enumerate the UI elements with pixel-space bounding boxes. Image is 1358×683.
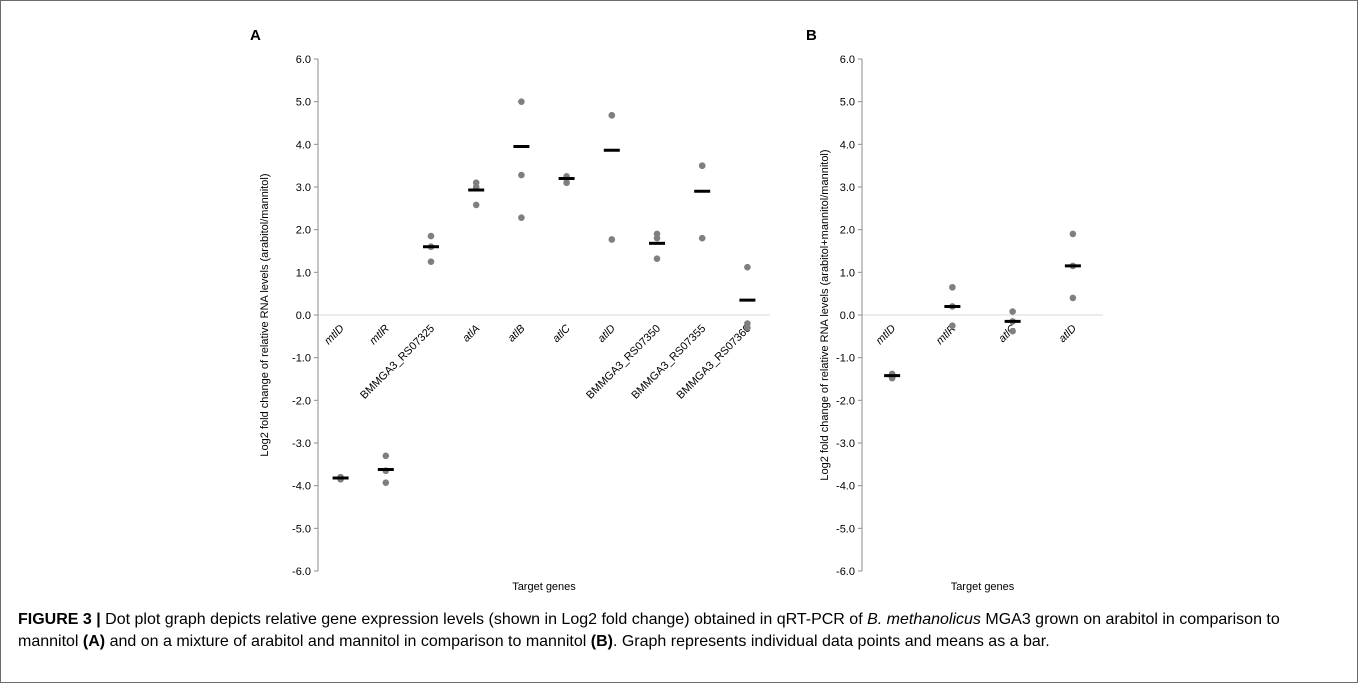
panel-a-ytick-label-0: 6.0 <box>296 54 311 66</box>
panel-b-data-point-3-0 <box>1069 230 1077 238</box>
panel-b-category-label-3: atlD <box>1057 323 1079 345</box>
panel-a-data-point-7-1 <box>653 234 661 242</box>
panel-a-ytick-label-7: -1.0 <box>292 353 311 365</box>
panel-a-ytick-label-5: 1.0 <box>296 267 311 279</box>
panel-a-ytick-label-11: -5.0 <box>292 523 311 535</box>
panel-a-category-label-3: atlA <box>460 323 482 345</box>
caption-text-2: MGA3 grown on arabitol in comparison to … <box>18 611 1280 650</box>
caption-text-3: and on a mixture of arabitol and mannito… <box>105 633 591 650</box>
panel-b-ytick-label-3: 3.0 <box>840 182 855 194</box>
panel-a-ytick-label-1: 5.0 <box>296 97 311 109</box>
caption-label: FIGURE 3 | <box>18 611 101 628</box>
panel-b-ytick-label-9: -3.0 <box>836 438 855 450</box>
panel-a-data-point-8-1 <box>698 234 706 242</box>
caption-text-4: . Graph represents individual data point… <box>612 633 1050 650</box>
panel-a-ytick-label-6: 0.0 <box>296 310 311 322</box>
panel-a-category-label-6: atlD <box>596 323 618 345</box>
panel-a-data-point-4-1 <box>518 171 525 179</box>
panel-b-data-point-2-0 <box>1009 308 1016 315</box>
panel-b-data-point-1-1 <box>949 322 956 329</box>
panel-b-ytick-label-4: 2.0 <box>840 225 855 237</box>
panel-b-xlabel: Target genes <box>951 581 1015 593</box>
panel-b-ytick-label-12: -6.0 <box>836 566 855 578</box>
panel-a-ytick-label-12: -6.0 <box>292 566 311 578</box>
figure-charts: A 6.0 5.0 4.0 3.0 2.0 1.0 0.0 -1.0 -2.0 -3.0 -4.0 -5… <box>250 27 1103 593</box>
panel-a-label: A <box>250 27 261 44</box>
panel-a-data-point-6-1 <box>608 236 616 243</box>
panel-a-data-point-6-2 <box>608 112 616 119</box>
panel-a-data-point-9-0 <box>744 263 751 271</box>
panel-a-ytick-label-2: 4.0 <box>296 139 311 151</box>
panel-a-category-label-4: atlB <box>506 323 528 345</box>
figure-caption: FIGURE 3 | Dot plot graph depicts relati… <box>18 609 1340 653</box>
panel-b-ytick-label-10: -4.0 <box>836 481 855 493</box>
panel-b-ytick-label-8: -2.0 <box>836 395 855 407</box>
caption-ref-b: (B) <box>590 633 613 650</box>
panel-a-ytick-label-4: 2.0 <box>296 225 311 237</box>
panel-a-data-point-3-2 <box>472 201 480 209</box>
panel-b-ytick-label-1: 5.0 <box>840 97 855 109</box>
panel-b-ytick-label-6: 0.0 <box>840 310 855 322</box>
panel-a-data-point-8-2 <box>698 162 706 169</box>
panel-a-category-label-2: BMMGA3_RS07325 <box>358 323 437 402</box>
panel-a-category-label-5: atlC <box>550 323 572 345</box>
panel-a-ytick-label-10: -4.0 <box>292 481 311 493</box>
panel-a-ytick-label-8: -2.0 <box>292 395 311 407</box>
panel-a-data-point-9-2 <box>744 324 751 332</box>
panel-a-data-point-2-2 <box>427 258 435 265</box>
caption-ref-a: (A) <box>82 633 106 650</box>
caption-text-1: Dot plot graph depicts relative gene exp… <box>100 611 868 628</box>
panel-b-data-point-2-1 <box>1009 327 1016 335</box>
panel-b-ytick-label-11: -5.0 <box>836 523 855 535</box>
panel-a-ytick-label-3: 3.0 <box>296 182 311 194</box>
panel-b-category-label-0: mtlD <box>874 323 899 348</box>
panel-a-data-point-1-2 <box>382 479 390 486</box>
panel-a-xlabel: Target genes <box>512 581 576 593</box>
panel-b-category-label-2: atlC <box>996 323 1018 345</box>
panel-a-ylabel: Log2 fold change of relative RNA levels … <box>259 173 271 456</box>
panel-a-data-point-2-0 <box>427 232 435 240</box>
panel-b-ytick-label-2: 4.0 <box>840 139 855 151</box>
panel-b-data-point-1-0 <box>949 283 956 291</box>
panel-a-category-label-9: BMMGA3_RS07360 <box>675 323 754 402</box>
panel-a-category-label-7: BMMGA3_RS07350 <box>584 323 663 402</box>
panel-b-ytick-label-5: 1.0 <box>840 267 855 279</box>
panel-a-category-label-0: mtlD <box>322 323 347 348</box>
panel-a-data-point-7-2 <box>653 255 661 262</box>
panel-b-label: B <box>806 27 817 44</box>
panel-b-ytick-label-7: -1.0 <box>836 353 855 365</box>
panel-a-data-point-5-2 <box>563 179 570 187</box>
panel-a-data-point-4-2 <box>518 214 525 222</box>
panel-a-ytick-label-9: -3.0 <box>292 438 311 450</box>
panel-b-ytick-label-0: 6.0 <box>840 54 855 66</box>
caption-species: B. methanolicus <box>867 611 981 628</box>
panel-a-data-point-4-0 <box>518 98 525 105</box>
panel-b-data-point-3-1 <box>1069 294 1077 302</box>
panel-a-category-label-1: mtlR <box>367 323 392 348</box>
panel-a-data-point-1-0 <box>382 452 390 460</box>
panel-b-ylabel: Log2 fold change of relative RNA levels … <box>819 149 831 480</box>
panel-a-category-label-8: BMMGA3_RS07355 <box>629 323 708 402</box>
